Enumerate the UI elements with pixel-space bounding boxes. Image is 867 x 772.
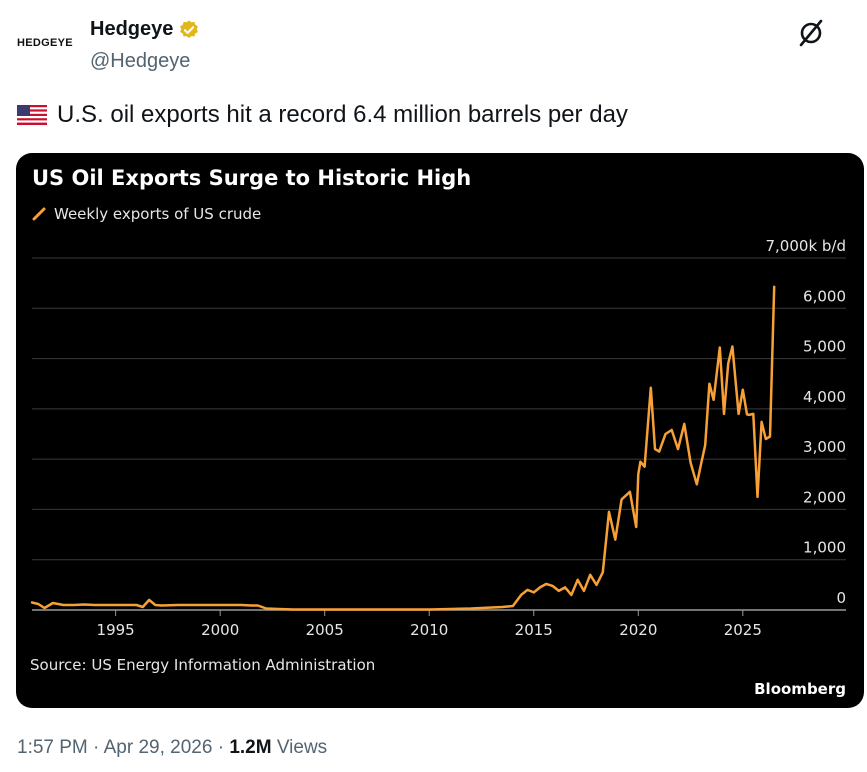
x-tick-label: 2020 — [619, 621, 657, 639]
us-flag-icon — [17, 105, 47, 125]
tweet-text: U.S. oil exports hit a record 6.4 millio… — [57, 101, 628, 128]
x-tick-label: 2010 — [410, 621, 448, 639]
legend-label: Weekly exports of US crude — [54, 205, 261, 223]
views-label: Views — [276, 737, 328, 758]
y-tick-label: 7,000k b/d — [766, 237, 847, 255]
x-tick-label: 2025 — [724, 621, 762, 639]
y-tick-label: 1,000 — [803, 539, 846, 557]
series-line — [30, 285, 776, 611]
tweet-time[interactable]: 1:57 PM — [17, 737, 88, 758]
display-name[interactable]: Hedgeye — [90, 18, 174, 40]
views-count: 1.2M — [229, 737, 272, 758]
chart-grid — [32, 257, 846, 611]
x-tick-label: 2015 — [515, 621, 553, 639]
chart-card[interactable]: US Oil Exports Surge to Historic High We… — [16, 153, 864, 708]
bloomberg-logo: Bloomberg — [754, 680, 846, 698]
x-tick-label: 2000 — [201, 621, 239, 639]
verified-badge-icon — [180, 19, 199, 38]
y-axis: 7,000k b/d 6,000 5,000 4,000 3,000 2,000 1,000… — [766, 237, 847, 607]
grok-icon[interactable] — [796, 18, 826, 48]
y-tick-label: 3,000 — [803, 438, 846, 456]
legend-swatch — [32, 207, 46, 221]
y-tick-label: 4,000 — [803, 388, 846, 406]
chart-source: Source: US Energy Information Administra… — [30, 656, 375, 674]
tweet-meta: 1:57 PM · Apr 29, 2026 · 1.2M Views — [17, 737, 327, 759]
x-tick-label: 1995 — [97, 621, 135, 639]
x-tick-label: 2005 — [306, 621, 344, 639]
y-tick-label: 0 — [836, 589, 846, 607]
y-tick-label: 2,000 — [803, 488, 846, 506]
meta-separator: · — [217, 737, 230, 758]
x-axis: 1995 2000 2005 2010 2015 2020 2025 — [97, 610, 762, 639]
tweet-date[interactable]: Apr 29, 2026 — [103, 737, 213, 758]
avatar[interactable]: HEDGEYE — [10, 8, 80, 78]
handle[interactable]: @Hedgeye — [90, 50, 191, 72]
meta-separator: · — [93, 737, 104, 758]
tweet-text-row: U.S. oil exports hit a record 6.4 millio… — [17, 101, 628, 129]
y-tick-label: 5,000 — [803, 338, 846, 356]
y-tick-label: 6,000 — [803, 287, 846, 305]
display-name-row[interactable]: Hedgeye — [90, 18, 200, 41]
chart-title: US Oil Exports Surge to Historic High — [32, 166, 471, 190]
avatar-text: HEDGEYE — [17, 37, 73, 49]
chart: US Oil Exports Surge to Historic High We… — [30, 166, 847, 698]
